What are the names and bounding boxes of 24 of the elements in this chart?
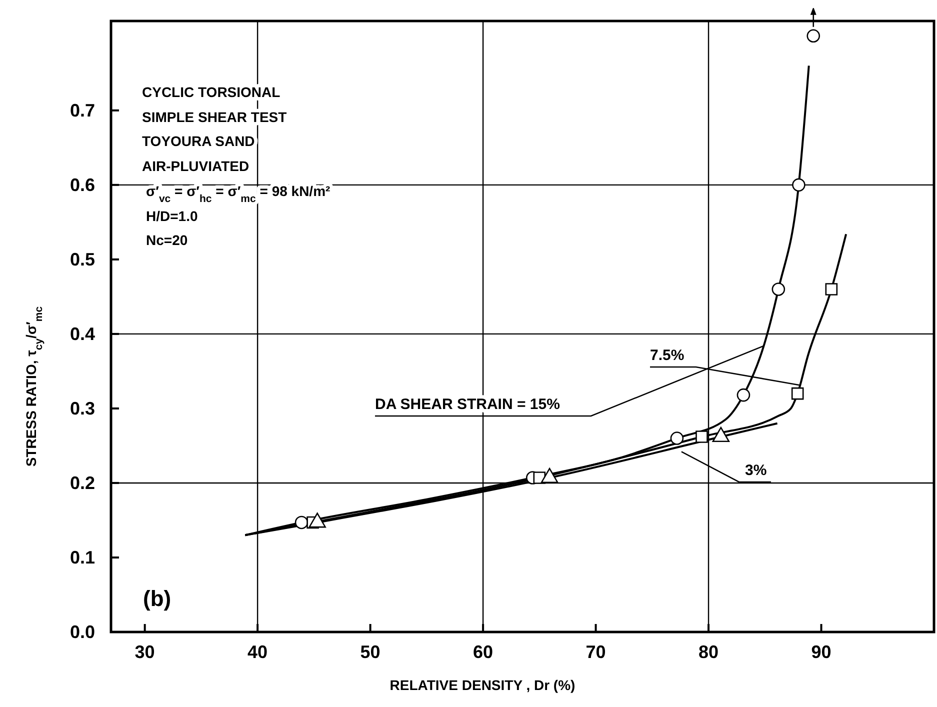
y-tick-label: 0.3 <box>70 398 95 418</box>
y-tick-label: 0.4 <box>70 324 95 344</box>
annotation: (b) <box>143 586 172 611</box>
y-tick-label: 0.1 <box>70 547 95 568</box>
x-axis-title: RELATIVE DENSITY , Dr (%) <box>390 677 576 693</box>
annotation: Nc=20 <box>146 232 188 248</box>
annotation: 7.5% <box>650 347 684 364</box>
annotation: AIR-PLUVIATED <box>142 158 250 174</box>
x-tick-label: 50 <box>360 642 380 662</box>
x-tick-label: 90 <box>811 642 832 662</box>
x-tick-label: 40 <box>248 642 268 662</box>
x-tick-label: 70 <box>586 642 606 662</box>
y-tick-label: 0.5 <box>70 249 95 270</box>
annotation: σ′$_{vc}$ = σ′$_{hc}$ = σ′$_{mc}$ = 98 kN/m² <box>146 183 331 205</box>
y-tick-label: 0.0 <box>70 622 95 642</box>
annotation: H/D=1.0 <box>146 208 198 224</box>
y-tick-label: 0.2 <box>70 472 95 493</box>
x-tick-label: 30 <box>134 642 155 662</box>
y-tick-label: 0.6 <box>70 174 95 195</box>
x-tick-label: 60 <box>473 642 494 662</box>
annotation: TOYOURA SAND <box>142 133 255 149</box>
y-tick-label: 0.7 <box>70 100 95 120</box>
x-tick-label: 80 <box>698 642 719 662</box>
annotation: 3% <box>745 462 767 479</box>
